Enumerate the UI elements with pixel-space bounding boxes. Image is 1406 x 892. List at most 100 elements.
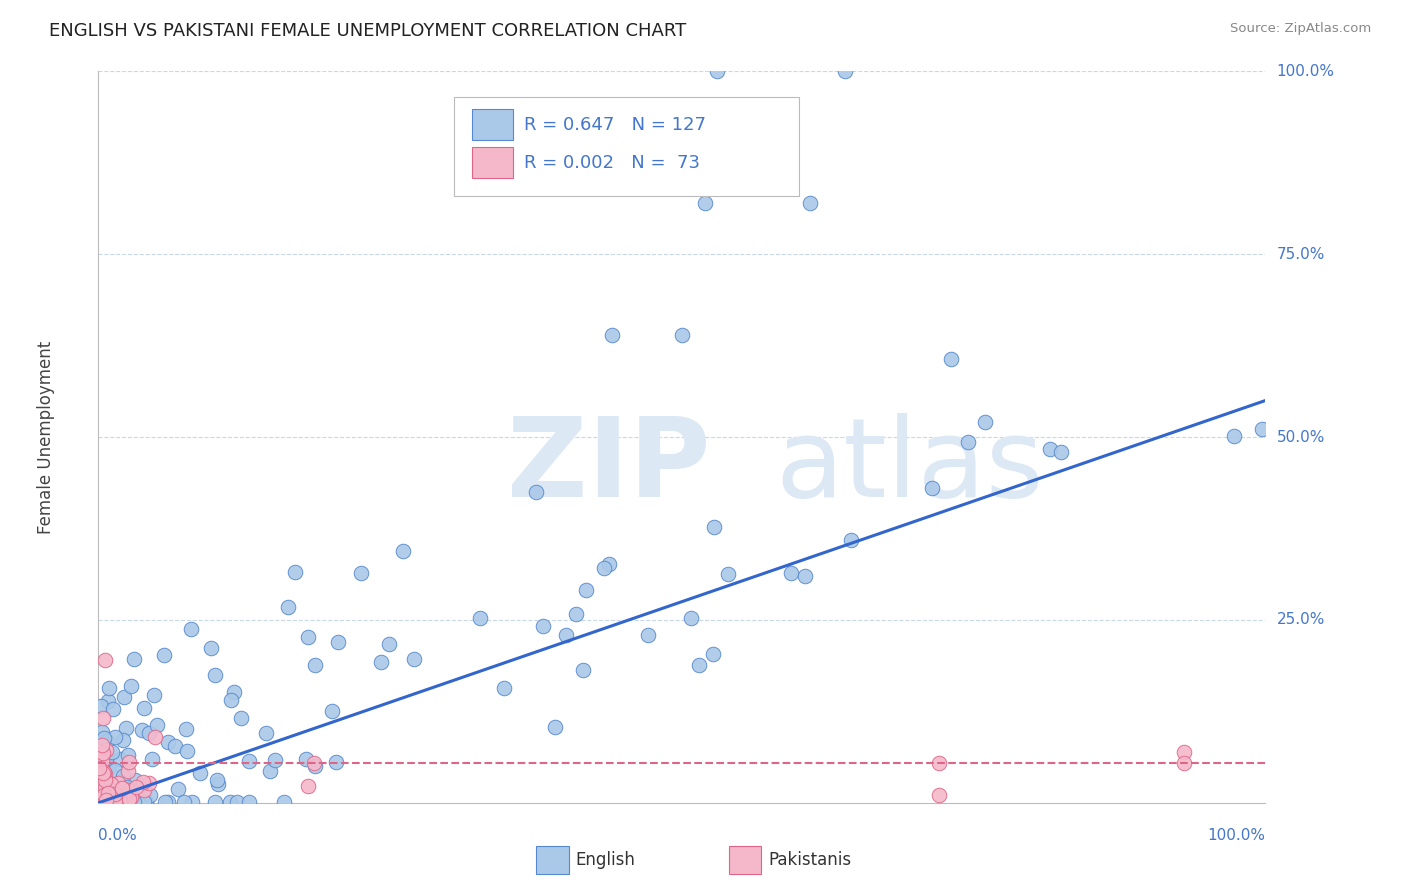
Point	[304, 657, 326, 672]
Point	[143, 730, 166, 744]
Point	[91, 795, 114, 809]
Point	[94, 782, 117, 797]
Point	[91, 738, 114, 752]
Point	[294, 752, 316, 766]
Point	[90, 761, 112, 775]
Point	[90, 786, 112, 800]
Point	[93, 792, 115, 806]
Point	[93, 746, 115, 760]
Point	[794, 569, 817, 583]
Point	[921, 481, 943, 495]
Point	[681, 610, 703, 624]
Point	[104, 730, 127, 744]
Point	[97, 693, 120, 707]
Point	[98, 759, 121, 773]
Point	[103, 782, 125, 797]
Point	[96, 787, 118, 801]
Point	[97, 681, 120, 695]
Point	[165, 739, 187, 754]
Point	[592, 560, 614, 574]
Point	[112, 690, 135, 704]
Point	[108, 794, 131, 808]
Point	[176, 743, 198, 757]
Point	[180, 622, 202, 636]
Point	[97, 782, 120, 797]
Text: 0.0%: 0.0%	[98, 828, 138, 843]
Point	[108, 752, 131, 766]
Point	[90, 786, 112, 800]
Point	[974, 416, 997, 430]
Text: 50.0%: 50.0%	[1277, 430, 1324, 444]
Point	[121, 795, 143, 809]
Point	[96, 733, 118, 747]
Point	[174, 722, 197, 736]
Point	[89, 763, 111, 777]
Point	[238, 754, 260, 768]
Point	[131, 723, 153, 738]
Point	[110, 795, 132, 809]
Point	[688, 657, 710, 672]
Point	[89, 761, 111, 775]
Text: R = 0.647   N = 127: R = 0.647 N = 127	[524, 116, 706, 134]
Point	[98, 788, 121, 802]
Text: ENGLISH VS PAKISTANI FEMALE UNEMPLOYMENT CORRELATION CHART: ENGLISH VS PAKISTANI FEMALE UNEMPLOYMENT…	[49, 22, 686, 40]
FancyBboxPatch shape	[472, 110, 513, 140]
Point	[297, 630, 319, 644]
Point	[94, 780, 117, 794]
Point	[104, 789, 127, 804]
Point	[928, 789, 950, 803]
Point	[93, 794, 115, 808]
Point	[1251, 422, 1274, 436]
Point	[89, 792, 111, 806]
Point	[94, 795, 117, 809]
Point	[118, 791, 141, 805]
Point	[90, 699, 112, 714]
Point	[101, 745, 124, 759]
Point	[370, 656, 392, 670]
Point	[98, 790, 121, 805]
Point	[188, 766, 211, 780]
Point	[104, 794, 127, 808]
Text: English: English	[575, 851, 636, 869]
Point	[93, 764, 115, 779]
Point	[94, 780, 117, 794]
Point	[297, 779, 319, 793]
Point	[326, 635, 349, 649]
Point	[157, 795, 180, 809]
Point	[122, 795, 145, 809]
Point	[94, 743, 117, 757]
Point	[115, 722, 138, 736]
Point	[89, 786, 111, 800]
Point	[392, 544, 415, 558]
Point	[141, 752, 163, 766]
Point	[135, 795, 157, 809]
Point	[492, 681, 515, 695]
Text: Female Unemployment: Female Unemployment	[37, 341, 55, 533]
Point	[600, 327, 623, 342]
Point	[325, 755, 347, 769]
Point	[104, 795, 127, 809]
Point	[839, 533, 862, 547]
Point	[104, 780, 127, 795]
Point	[120, 790, 142, 805]
Point	[94, 793, 117, 807]
Text: 100.0%: 100.0%	[1208, 828, 1265, 843]
Point	[544, 720, 567, 734]
Point	[572, 663, 595, 677]
Text: R = 0.002   N =  73: R = 0.002 N = 73	[524, 153, 700, 172]
Point	[939, 351, 962, 366]
Point	[225, 795, 247, 809]
Point	[124, 780, 146, 794]
Point	[222, 685, 245, 699]
Point	[695, 196, 717, 211]
Point	[350, 566, 373, 580]
Point	[132, 774, 155, 789]
Point	[94, 767, 117, 781]
Point	[117, 756, 139, 770]
Point	[89, 795, 111, 809]
Point	[204, 667, 226, 681]
Point	[377, 637, 399, 651]
Point	[142, 688, 165, 702]
Point	[98, 780, 121, 795]
Point	[132, 795, 155, 809]
